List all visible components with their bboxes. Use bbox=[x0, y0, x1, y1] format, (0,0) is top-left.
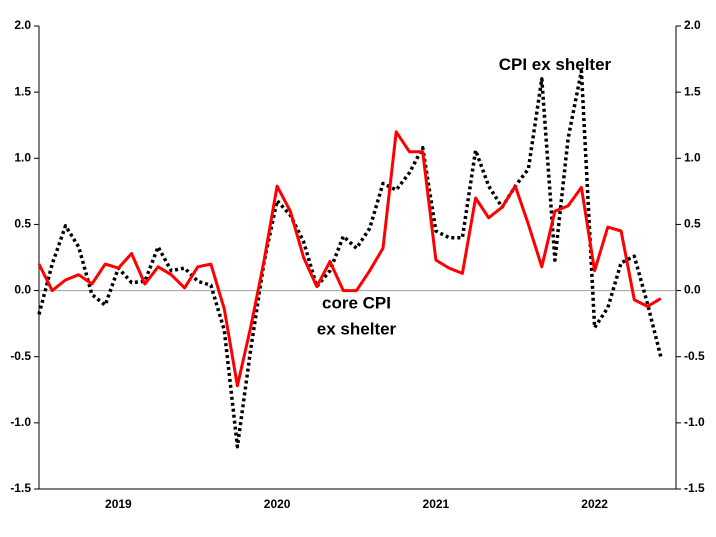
x-tick-label: 2019 bbox=[105, 497, 132, 511]
y2-tick-label: 1.0 bbox=[684, 150, 701, 164]
series-line bbox=[37, 130, 662, 388]
x-tick-label: 2022 bbox=[581, 497, 608, 511]
series-label: CPI ex shelter bbox=[499, 55, 612, 74]
y-tick-label: 1.5 bbox=[14, 84, 31, 98]
y2-tick-label: 0.5 bbox=[684, 217, 701, 231]
y-tick-label: 1.0 bbox=[14, 150, 31, 164]
y2-tick-label: -0.5 bbox=[684, 349, 705, 363]
y-tick-label: 0.0 bbox=[14, 283, 31, 297]
series-label: core CPI bbox=[322, 293, 391, 312]
y-tick-label: 2.0 bbox=[14, 18, 31, 32]
y2-tick-label: 2.0 bbox=[684, 18, 701, 32]
y2-tick-label: -1.5 bbox=[684, 481, 705, 495]
x-tick-label: 2020 bbox=[264, 497, 291, 511]
y-tick-label: -0.5 bbox=[10, 349, 31, 363]
y2-tick-label: 0.0 bbox=[684, 283, 701, 297]
y2-tick-label: 1.5 bbox=[684, 84, 701, 98]
y2-tick-label: -1.0 bbox=[684, 415, 705, 429]
y-tick-label: -1.0 bbox=[10, 415, 31, 429]
series-line bbox=[37, 69, 663, 449]
y-tick-label: -1.5 bbox=[10, 481, 31, 495]
series-label: ex shelter bbox=[317, 319, 397, 338]
y-tick-label: 0.5 bbox=[14, 217, 31, 231]
x-tick-label: 2021 bbox=[423, 497, 450, 511]
